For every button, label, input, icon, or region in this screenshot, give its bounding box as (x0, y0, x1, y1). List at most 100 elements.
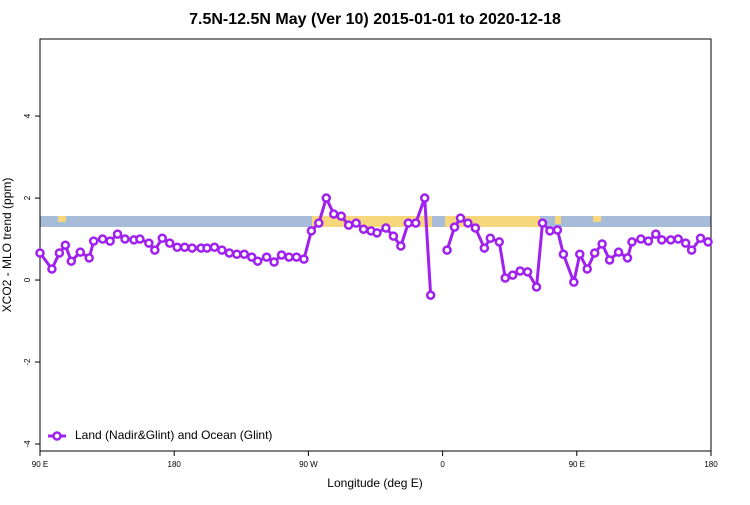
land-band (555, 216, 561, 224)
y-tick-label: -2 (23, 358, 32, 366)
data-point (604, 255, 615, 265)
data-point (680, 238, 691, 248)
data-point (627, 237, 637, 247)
data-point (686, 245, 697, 255)
x-tick-label: 0 (440, 460, 445, 469)
data-point (135, 234, 145, 244)
data-point (84, 253, 94, 263)
land-band (312, 216, 432, 227)
data-point (597, 239, 607, 249)
data-point (60, 240, 71, 250)
data-point (537, 218, 548, 228)
data-point (105, 236, 115, 246)
data-point (336, 211, 346, 221)
data-point (622, 253, 633, 263)
data-point (651, 229, 661, 239)
data-point (351, 218, 361, 228)
x-tick-label: 180 (704, 460, 718, 469)
data-point (269, 257, 279, 267)
data-point (381, 223, 391, 233)
data-point (589, 248, 600, 258)
data-point (120, 234, 130, 244)
x-tick-label: 180 (168, 460, 182, 469)
data-point (494, 237, 505, 247)
data-point (187, 243, 197, 253)
data-point (75, 247, 86, 257)
data-point (411, 218, 421, 228)
data-point (144, 238, 154, 248)
data-point (665, 235, 676, 245)
data-point (217, 245, 227, 255)
data-point (252, 256, 263, 266)
data-point (485, 233, 496, 243)
data-point (643, 236, 654, 246)
data-point (455, 213, 466, 223)
map-strip (40, 216, 711, 227)
y-tick-label: -4 (23, 440, 32, 448)
y-axis-label: XCO2 - MLO trend (ppm) (0, 178, 14, 313)
data-point (673, 234, 683, 244)
y-tick-label: 4 (23, 113, 32, 118)
data-point (636, 234, 646, 244)
land-band (593, 216, 601, 222)
data-point (403, 218, 414, 228)
data-point (343, 220, 354, 230)
data-point (306, 226, 317, 236)
data-point (449, 222, 460, 232)
data-point (202, 243, 212, 253)
data-point (112, 229, 123, 239)
data-point (232, 249, 242, 259)
data-point (54, 248, 65, 258)
data-point (88, 236, 99, 246)
y-tick-label: 0 (23, 277, 32, 282)
data-point (613, 247, 624, 257)
data-point (35, 248, 45, 258)
legend-label: Land (Nadir&Glint) and Ocean (Glint) (75, 428, 272, 442)
data-point (47, 264, 57, 274)
x-tick-label: 90 E (569, 460, 585, 469)
data-point (276, 250, 287, 260)
data-point (358, 224, 369, 234)
data-point (703, 237, 713, 247)
data-point (372, 228, 382, 238)
data-point (575, 249, 585, 259)
data-point (388, 231, 399, 241)
data-point (470, 223, 481, 233)
legend-marker (52, 431, 62, 441)
data-point (507, 270, 518, 280)
data-point (239, 249, 250, 259)
data-point (66, 256, 77, 266)
data-point (328, 209, 339, 219)
data-point (396, 241, 406, 251)
data-point (558, 249, 569, 259)
data-point (479, 243, 490, 253)
x-tick-label: 90 E (32, 460, 48, 469)
y-tick-label: 2 (23, 195, 32, 200)
x-axis-label: Longitude (deg E) (327, 476, 422, 490)
data-point (291, 252, 302, 262)
data-point (299, 254, 309, 264)
data-point (522, 267, 533, 277)
data-point (246, 252, 257, 262)
data-point (284, 252, 294, 262)
data-point (515, 266, 525, 276)
data-point (463, 218, 473, 228)
data-point (179, 242, 190, 253)
x-tick-label: 90 W (299, 460, 318, 469)
data-point (314, 218, 324, 228)
data-point (569, 277, 579, 287)
data-point (419, 193, 430, 203)
data-point (531, 282, 542, 292)
data-point (425, 290, 436, 300)
data-point (224, 248, 235, 258)
data-point (150, 245, 160, 255)
data-point (442, 245, 452, 255)
land-band (445, 216, 540, 227)
data-point (209, 242, 220, 253)
chart-title: 7.5N-12.5N May (Ver 10) 2015-01-01 to 20… (189, 11, 561, 28)
data-point (157, 233, 168, 243)
data-point (261, 252, 272, 262)
data-point (97, 234, 108, 244)
